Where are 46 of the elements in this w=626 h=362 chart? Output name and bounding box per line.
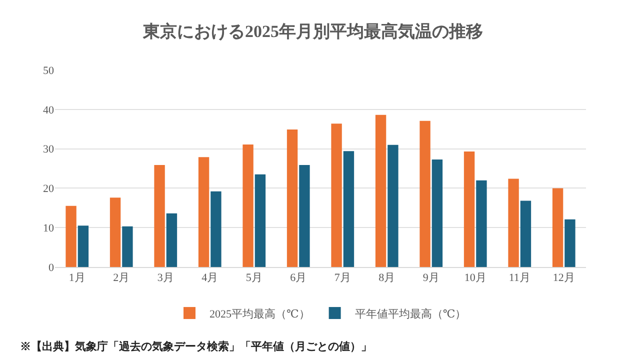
bar: [110, 198, 121, 267]
y-tick-label: 50: [43, 64, 54, 77]
x-tick-label: 3月: [157, 272, 174, 284]
x-tick-label: 2月: [113, 272, 130, 284]
y-tick-label: 20: [43, 183, 54, 196]
bar: [122, 226, 133, 267]
bar: [375, 114, 386, 267]
bar: [66, 206, 76, 267]
bar: [564, 219, 576, 267]
bar: [464, 152, 475, 267]
bar: [476, 180, 487, 267]
bar: [508, 178, 519, 267]
x-tick-label: 8月: [378, 272, 396, 284]
x-tick-label: 4月: [202, 272, 218, 284]
y-tick-label: 30: [43, 144, 54, 156]
bar: [388, 144, 398, 267]
bar: [166, 213, 178, 267]
legend-label: 平年値平均最高（℃）: [354, 307, 466, 320]
bar: [210, 191, 222, 267]
x-tick-label: 9月: [422, 272, 440, 284]
bar: [78, 226, 89, 267]
y-tick-label: 40: [43, 104, 54, 116]
bar: [299, 164, 310, 267]
x-tick-label: 1月: [68, 272, 86, 284]
x-tick-label: 7月: [334, 272, 351, 284]
x-tick-label: 10月: [464, 272, 486, 284]
x-tick-label: 12月: [552, 272, 575, 284]
x-tick-label: 11月: [508, 272, 530, 284]
x-tick-label: 5月: [246, 272, 262, 284]
bar: [198, 157, 210, 267]
bar: [331, 124, 342, 267]
bar: [242, 144, 254, 267]
bar: [154, 164, 165, 267]
bar: [286, 129, 298, 267]
bar: [552, 188, 564, 267]
legend-label: 2025平均最高（℃）: [210, 307, 310, 320]
bar: [420, 120, 430, 267]
bar: [432, 159, 443, 267]
bar: [520, 200, 532, 267]
y-tick-label: 0: [48, 262, 54, 274]
y-tick-label: 10: [43, 222, 54, 234]
x-tick-label: 6月: [290, 272, 307, 284]
chart-title: 東京における2025年月別平均最高気温の推移: [142, 22, 483, 42]
bar: [254, 174, 266, 267]
bar: [343, 151, 354, 267]
text: ※【出典】気象庁「過去の気象データ検索」「平年値（月ごとの値）」: [20, 340, 372, 353]
